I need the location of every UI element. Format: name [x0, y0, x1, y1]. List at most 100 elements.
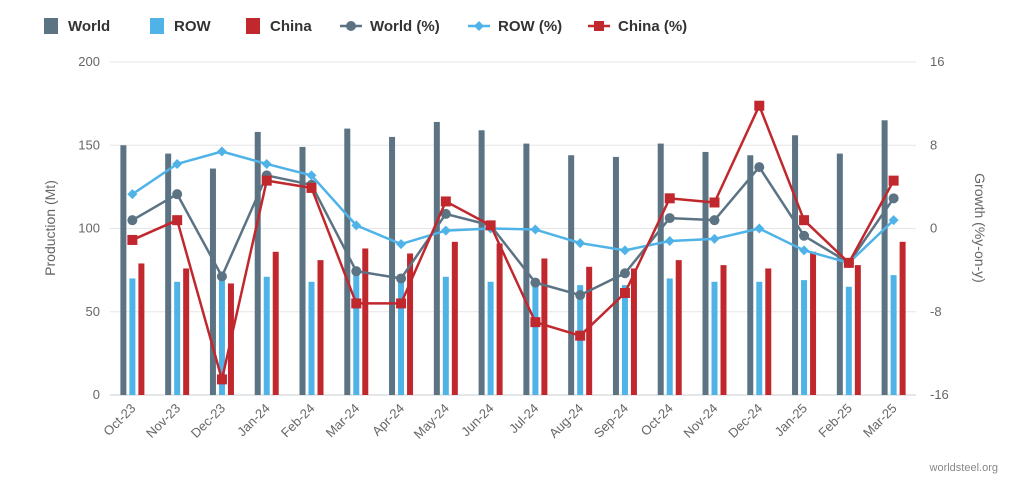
legend-marker-world — [346, 21, 356, 31]
x-tick: Sep-24 — [591, 401, 631, 441]
bar-world — [344, 128, 351, 395]
point-row — [261, 158, 272, 169]
bar-china — [765, 268, 772, 395]
y-tick-right: -8 — [930, 304, 942, 319]
point-china — [261, 175, 272, 186]
bar-world — [120, 145, 127, 395]
credit-text: worldsteel.org — [929, 462, 998, 474]
point-world — [351, 266, 362, 277]
point-world — [799, 230, 810, 241]
legend-label-row: ROW (%) — [498, 18, 562, 35]
bar-world — [702, 151, 709, 395]
bar-row — [711, 281, 718, 395]
point-world — [754, 162, 765, 173]
bar-row — [308, 281, 315, 395]
point-china — [396, 298, 407, 309]
point-china — [216, 374, 227, 385]
bar-world — [478, 130, 485, 395]
bar-china — [496, 243, 503, 395]
point-china — [530, 317, 541, 328]
y-tick-right: -16 — [930, 387, 949, 402]
bar-world — [747, 155, 754, 395]
point-world — [619, 268, 630, 279]
point-row — [351, 220, 362, 231]
y-tick-right: 0 — [930, 221, 937, 236]
point-china — [888, 175, 899, 186]
point-world — [216, 271, 227, 282]
point-world — [664, 213, 675, 224]
point-china — [754, 100, 765, 111]
bar-china — [541, 258, 548, 395]
point-china — [351, 298, 362, 309]
legend-label-row: ROW — [174, 18, 212, 35]
legend-swatch-row — [150, 18, 164, 34]
point-row — [754, 223, 765, 234]
bar-world — [657, 143, 664, 395]
point-row — [216, 146, 227, 157]
bar-china — [854, 265, 861, 395]
y-tick-left: 0 — [93, 387, 100, 402]
bar-row — [353, 273, 360, 395]
point-world — [396, 273, 407, 284]
bar-world — [389, 136, 396, 396]
bar-world — [254, 131, 261, 395]
bar-row — [621, 285, 628, 395]
x-tick: Nov-24 — [680, 401, 720, 441]
bar-china — [362, 248, 369, 395]
point-world — [440, 208, 451, 219]
x-tick: Oct-23 — [100, 401, 138, 439]
bars — [120, 120, 906, 396]
x-tick: Oct-24 — [638, 401, 676, 439]
bar-china — [586, 266, 593, 395]
y-tick-left: 100 — [78, 221, 100, 236]
legend-marker-row — [474, 21, 484, 31]
bar-world — [299, 146, 306, 395]
point-world — [888, 193, 899, 204]
y-axis-title-right: Growth (%y-on-y) — [972, 173, 988, 283]
bar-world — [165, 153, 172, 395]
bar-row — [845, 286, 852, 395]
x-tick: Jul-24 — [506, 401, 542, 437]
y-tick-right: 16 — [930, 54, 944, 69]
line-world — [131, 165, 895, 297]
point-row — [888, 215, 899, 226]
x-tick: May-24 — [411, 401, 452, 442]
bar-row — [398, 278, 405, 395]
legend-swatch-china — [246, 18, 260, 34]
bar-world — [433, 121, 440, 395]
point-world — [575, 290, 586, 301]
bar-china — [317, 260, 324, 395]
x-tick: Mar-24 — [323, 401, 363, 441]
point-china — [127, 234, 138, 245]
bar-china — [675, 260, 682, 395]
point-row — [619, 245, 630, 256]
bar-row — [801, 280, 808, 395]
line-china — [131, 104, 895, 381]
point-row — [440, 225, 451, 236]
point-world — [172, 189, 183, 200]
x-tick: Dec-23 — [188, 401, 228, 441]
point-china — [664, 193, 675, 204]
bar-world — [209, 168, 216, 395]
x-tick: Nov-23 — [143, 401, 183, 441]
lines — [127, 100, 899, 385]
bar-china — [720, 265, 727, 395]
legend-label-china: China (%) — [618, 18, 687, 35]
legend-label-world: World (%) — [370, 18, 440, 35]
bar-china — [183, 268, 190, 395]
point-row — [575, 238, 586, 249]
legend-swatch-world — [44, 18, 58, 34]
y-tick-left: 50 — [86, 304, 100, 319]
point-row — [396, 239, 407, 250]
bar-row — [442, 276, 449, 395]
bar-world — [568, 155, 575, 395]
bar-world — [836, 153, 843, 395]
bar-row — [218, 278, 225, 395]
bar-world — [881, 120, 888, 396]
point-china — [843, 257, 854, 268]
point-world — [127, 215, 138, 226]
y-tick-left: 200 — [78, 54, 100, 69]
x-tick: Aug-24 — [546, 401, 586, 441]
point-china — [485, 220, 496, 231]
legend-marker-china — [594, 21, 604, 31]
